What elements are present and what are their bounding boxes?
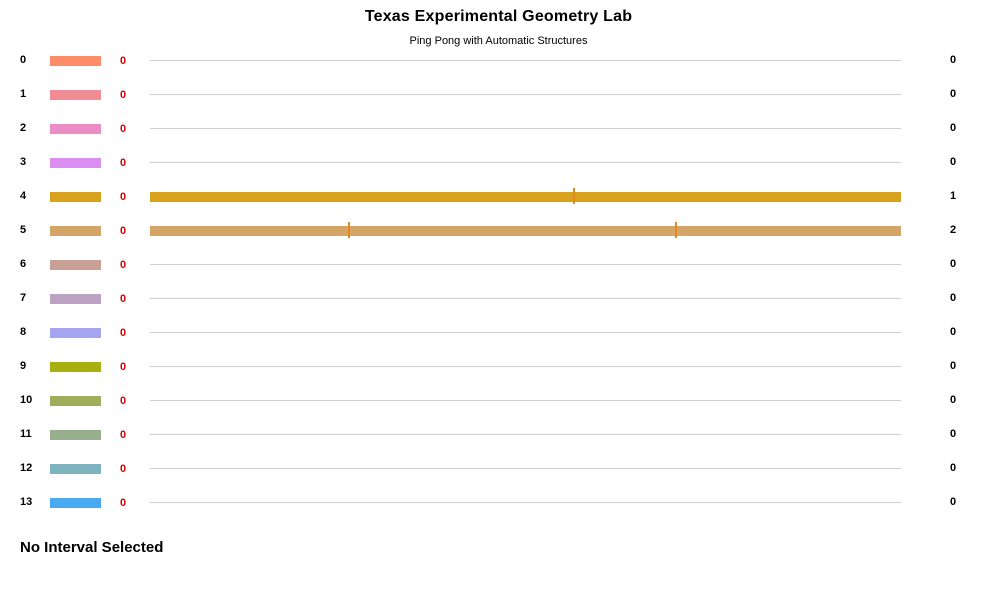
row-index-label: 11: [20, 428, 32, 440]
row-color-swatch[interactable]: [50, 294, 101, 304]
row-total-label: 0: [950, 394, 957, 406]
row-total-label: 0: [950, 496, 957, 508]
row-index-label: 10: [20, 394, 33, 406]
app-subtitle: Ping Pong with Automatic Structures: [409, 35, 588, 47]
interval-track[interactable]: [150, 434, 901, 435]
row-index-label: 9: [20, 360, 27, 372]
interval-tick-mark[interactable]: [348, 222, 350, 238]
row-count-label: 0: [120, 191, 127, 203]
row-color-swatch[interactable]: [50, 464, 101, 474]
row-color-swatch[interactable]: [50, 328, 101, 338]
row-index-label: 13: [20, 496, 33, 508]
row-total-label: 1: [950, 190, 957, 202]
interval-row-13[interactable]: 13 0 0: [0, 493, 997, 513]
interval-row-1[interactable]: 1 0 0: [0, 85, 997, 105]
row-color-swatch[interactable]: [50, 192, 101, 202]
row-color-swatch[interactable]: [50, 158, 101, 168]
interval-row-11[interactable]: 11 0 0: [0, 425, 997, 445]
interval-row-9[interactable]: 9 0 0: [0, 357, 997, 377]
interval-track[interactable]: [150, 128, 901, 129]
interval-track[interactable]: [150, 60, 901, 61]
row-index-label: 4: [20, 190, 27, 202]
row-total-label: 0: [950, 428, 957, 440]
row-color-swatch[interactable]: [50, 260, 101, 270]
row-count-label: 0: [120, 395, 127, 407]
row-index-label: 8: [20, 326, 27, 338]
selection-status: No Interval Selected: [20, 539, 164, 556]
interval-row-3[interactable]: 3 0 0: [0, 153, 997, 173]
row-index-label: 1: [20, 88, 27, 100]
row-index-label: 3: [20, 156, 27, 168]
interval-track[interactable]: [150, 264, 901, 265]
interval-track[interactable]: [150, 332, 901, 333]
row-count-label: 0: [120, 327, 127, 339]
row-color-swatch[interactable]: [50, 90, 101, 100]
interval-track[interactable]: [150, 94, 901, 95]
row-color-swatch[interactable]: [50, 124, 101, 134]
row-index-label: 12: [20, 462, 33, 474]
row-total-label: 0: [950, 462, 957, 474]
row-total-label: 0: [950, 258, 957, 270]
row-color-swatch[interactable]: [50, 498, 101, 508]
row-color-swatch[interactable]: [50, 430, 101, 440]
interval-bar[interactable]: [150, 226, 901, 236]
interval-tick-mark[interactable]: [573, 188, 575, 204]
interval-track[interactable]: [150, 162, 901, 163]
row-count-label: 0: [120, 55, 127, 67]
interval-track[interactable]: [150, 366, 901, 367]
interval-row-0[interactable]: 0 0 0: [0, 51, 997, 71]
row-total-label: 0: [950, 292, 957, 304]
app-title: Texas Experimental Geometry Lab: [364, 8, 633, 25]
row-color-swatch[interactable]: [50, 396, 101, 406]
row-count-label: 0: [120, 259, 127, 271]
row-index-label: 7: [20, 292, 27, 304]
row-index-label: 2: [20, 122, 27, 134]
interval-row-7[interactable]: 7 0 0: [0, 289, 997, 309]
row-count-label: 0: [120, 293, 127, 305]
row-total-label: 0: [950, 122, 957, 134]
row-index-label: 6: [20, 258, 27, 270]
interval-track[interactable]: [150, 502, 901, 503]
row-index-label: 0: [20, 54, 27, 66]
row-count-label: 0: [120, 463, 127, 475]
interval-track[interactable]: [150, 298, 901, 299]
row-index-label: 5: [20, 224, 27, 236]
row-count-label: 0: [120, 497, 127, 509]
row-color-swatch[interactable]: [50, 226, 101, 236]
interval-row-8[interactable]: 8 0 0: [0, 323, 997, 343]
interval-row-2[interactable]: 2 0 0: [0, 119, 997, 139]
interval-row-12[interactable]: 12 0 0: [0, 459, 997, 479]
row-total-label: 0: [950, 54, 957, 66]
row-total-label: 0: [950, 360, 957, 372]
interval-tick-mark[interactable]: [675, 222, 677, 238]
row-count-label: 0: [120, 157, 127, 169]
row-count-label: 0: [120, 89, 127, 101]
row-count-label: 0: [120, 225, 127, 237]
row-total-label: 0: [950, 326, 957, 338]
row-total-label: 0: [950, 88, 957, 100]
interval-row-5[interactable]: 5 0 2: [0, 221, 997, 241]
row-count-label: 0: [120, 123, 127, 135]
interval-bar[interactable]: [150, 192, 901, 202]
row-count-label: 0: [120, 429, 127, 441]
interval-track[interactable]: [150, 468, 901, 469]
interval-row-6[interactable]: 6 0 0: [0, 255, 997, 275]
row-color-swatch[interactable]: [50, 56, 101, 66]
row-count-label: 0: [120, 361, 127, 373]
row-color-swatch[interactable]: [50, 362, 101, 372]
row-total-label: 2: [950, 224, 957, 236]
interval-row-4[interactable]: 4 0 1: [0, 187, 997, 207]
row-total-label: 0: [950, 156, 957, 168]
interval-row-10[interactable]: 10 0 0: [0, 391, 997, 411]
interval-track[interactable]: [150, 400, 901, 401]
